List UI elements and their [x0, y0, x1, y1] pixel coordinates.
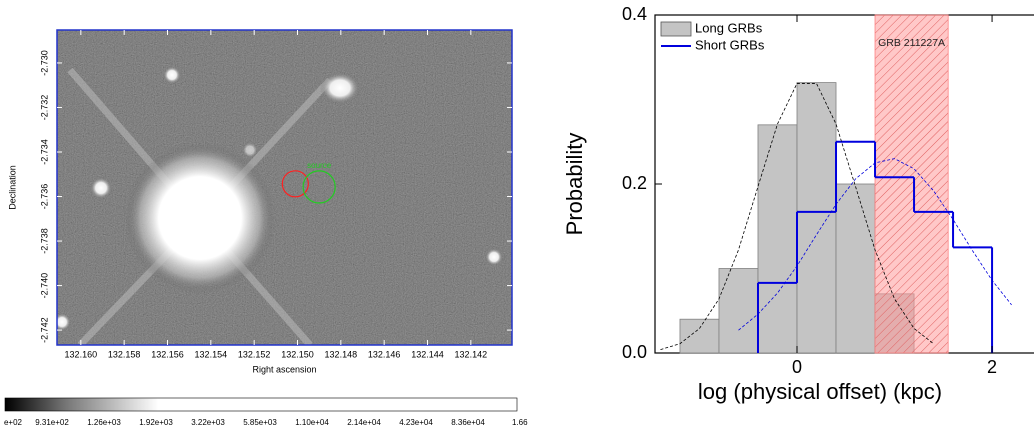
x-tick-label: 132.148	[325, 349, 358, 359]
bar	[796, 82, 837, 354]
bar	[718, 268, 759, 354]
fit-curve	[660, 83, 934, 351]
y-tick-label: -2.730	[39, 50, 49, 76]
x-tick-label: 132.150	[281, 349, 314, 359]
y-axis-label: Probability	[562, 133, 587, 236]
region	[281, 170, 309, 198]
x-tick-label: 132.156	[151, 349, 184, 359]
x-tick-label: 2	[987, 357, 997, 377]
colorbar-label: 1.66	[512, 418, 528, 427]
y-tick-label: -2.732	[39, 95, 49, 121]
colorbar-label: 1.26e+03	[87, 418, 121, 427]
legend-swatch	[660, 21, 692, 37]
colorbar-label: 2.14e+04	[347, 418, 381, 427]
y-tick-label: -2.740	[39, 273, 49, 299]
x-tick-label: 132.154	[195, 349, 228, 359]
colorbar-label: 1.10e+04	[295, 418, 329, 427]
y-tick-label: -2.734	[39, 139, 49, 165]
highlight-band	[874, 14, 949, 354]
colorbar-label: 1.92e+03	[139, 418, 173, 427]
y-axis-label: Declination	[7, 165, 17, 210]
region-label: source	[307, 161, 332, 170]
region	[302, 170, 336, 204]
x-tick-label: 132.158	[108, 349, 141, 359]
colorbar-label: 3.22e+03	[191, 418, 225, 427]
colorbar-label: 9.31e+02	[35, 418, 69, 427]
x-axis-label: Right ascension	[252, 364, 316, 374]
fit-curve	[738, 158, 1012, 331]
bar	[757, 124, 798, 354]
y-tick-label: -2.738	[39, 228, 49, 254]
bar	[679, 318, 720, 354]
colorbar-label: 5.85e+03	[243, 418, 277, 427]
x-tick-label: 132.146	[368, 349, 401, 359]
colorbar-label: 8.36e+04	[451, 418, 485, 427]
colorbar	[4, 397, 518, 412]
y-tick-label: -2.742	[39, 317, 49, 343]
x-tick-label: 132.152	[238, 349, 271, 359]
y-tick-label: -2.736	[39, 184, 49, 210]
x-tick-label: 0	[792, 357, 802, 377]
y-tick-label: 0.2	[622, 173, 647, 193]
colorbar-label: e+02	[4, 418, 23, 427]
sky-image	[57, 30, 512, 345]
x-tick-label: 132.144	[411, 349, 444, 359]
legend-label: Short GRBs	[695, 37, 765, 52]
x-tick-label: 132.160	[65, 349, 98, 359]
image-frame	[56, 29, 513, 346]
legend-label: Long GRBs	[695, 20, 763, 35]
x-axis-label: log (physical offset) (kpc)	[698, 379, 942, 404]
y-tick-label: 0.0	[622, 342, 647, 362]
band-label: GRB 211227A	[878, 37, 945, 49]
x-tick-label: 132.142	[455, 349, 488, 359]
bar	[835, 183, 876, 354]
y-tick-label: 0.4	[622, 4, 647, 24]
colorbar-label: 4.23e+04	[399, 418, 433, 427]
